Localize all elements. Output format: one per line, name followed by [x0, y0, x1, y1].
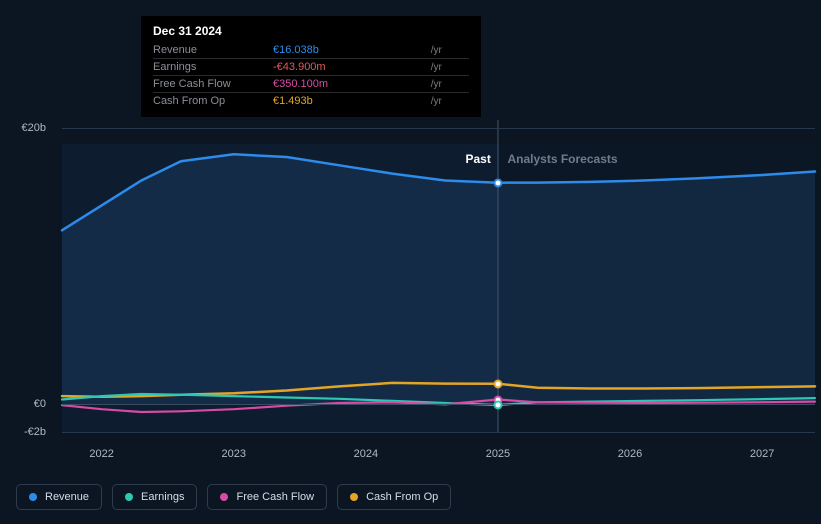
past-label: Past — [465, 152, 490, 166]
x-axis-label: 2027 — [750, 448, 774, 460]
tooltip-value: €16.038b — [273, 42, 427, 59]
legend-item-earnings[interactable]: Earnings — [112, 484, 197, 510]
x-axis-label: 2024 — [354, 448, 378, 460]
tooltip-unit: /yr — [427, 93, 469, 110]
tooltip-value: €1.493b — [273, 93, 427, 110]
legend-item-revenue[interactable]: Revenue — [16, 484, 102, 510]
tooltip-label: Cash From Op — [153, 93, 273, 110]
tooltip-label: Revenue — [153, 42, 273, 59]
tooltip-table: Revenue€16.038b/yrEarnings-€43.900m/yrFr… — [153, 42, 469, 109]
gridline — [62, 404, 815, 405]
hover-marker — [493, 400, 502, 409]
tooltip-unit: /yr — [427, 59, 469, 76]
gridline — [62, 128, 815, 129]
legend-label: Revenue — [45, 491, 89, 503]
x-axis-label: 2025 — [486, 448, 510, 460]
x-axis-label: 2026 — [618, 448, 642, 460]
tooltip-row: Free Cash Flow€350.100m/yr — [153, 76, 469, 93]
legend-dot-icon — [125, 493, 133, 501]
y-axis-label: -€2b — [24, 426, 46, 438]
legend-dot-icon — [350, 493, 358, 501]
tooltip-row: Earnings-€43.900m/yr — [153, 59, 469, 76]
tooltip-value: -€43.900m — [273, 59, 427, 76]
tooltip-row: Revenue€16.038b/yr — [153, 42, 469, 59]
legend-label: Cash From Op — [366, 491, 438, 503]
legend-label: Earnings — [141, 491, 184, 503]
legend-item-fcf[interactable]: Free Cash Flow — [207, 484, 327, 510]
legend-dot-icon — [220, 493, 228, 501]
legend-label: Free Cash Flow — [236, 491, 314, 503]
tooltip-title: Dec 31 2024 — [153, 24, 469, 38]
tooltip-unit: /yr — [427, 42, 469, 59]
forecast-label: Analysts Forecasts — [507, 152, 617, 166]
tooltip-label: Free Cash Flow — [153, 76, 273, 93]
x-axis-label: 2022 — [89, 448, 113, 460]
tooltip-value: €350.100m — [273, 76, 427, 93]
y-axis-label: €20b — [22, 122, 46, 134]
y-axis-label: €0 — [34, 398, 46, 410]
hover-marker — [493, 178, 502, 187]
legend-dot-icon — [29, 493, 37, 501]
x-axis-label: 2023 — [221, 448, 245, 460]
legend: Revenue Earnings Free Cash Flow Cash From O… — [16, 484, 451, 510]
tooltip-unit: /yr — [427, 76, 469, 93]
tooltip-label: Earnings — [153, 59, 273, 76]
hover-marker — [493, 379, 502, 388]
legend-item-cash_from_op[interactable]: Cash From Op — [337, 484, 451, 510]
gridline — [62, 432, 815, 433]
hover-tooltip: Dec 31 2024 Revenue€16.038b/yrEarnings-€… — [141, 16, 481, 117]
tooltip-row: Cash From Op€1.493b/yr — [153, 93, 469, 110]
